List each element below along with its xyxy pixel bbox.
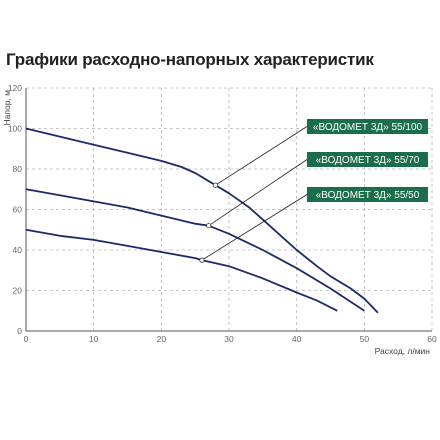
legend-leader-1 xyxy=(215,126,308,186)
x-tick-label: 0 xyxy=(24,334,29,344)
y-tick-label: 40 xyxy=(13,245,23,255)
legend-box-3 xyxy=(307,187,428,202)
series-line-3 xyxy=(25,228,338,312)
x-tick-label: 20 xyxy=(157,334,167,344)
legend-label-1: «ВОДОМЕТ 3Д» 55/100 xyxy=(313,122,423,133)
legend-box-1 xyxy=(307,119,428,134)
x-tick-label: 50 xyxy=(360,334,370,344)
series-line-2 xyxy=(25,188,365,312)
legend-leaders xyxy=(199,126,308,263)
x-tick-label: 10 xyxy=(89,334,99,344)
marker-point xyxy=(206,223,212,229)
chart-title: Графики расходно-напорных характеристик xyxy=(6,50,374,69)
legend-box-2 xyxy=(307,152,428,167)
legend: «ВОДОМЕТ 3Д» 55/100 «ВОДОМЕТ 3Д» 55/70 «ВО… xyxy=(307,119,428,202)
legend-label-2: «ВОДОМЕТ 3Д» 55/70 xyxy=(316,155,420,166)
y-tick-label: 60 xyxy=(13,205,23,215)
x-tick-label: 60 xyxy=(427,334,437,344)
x-axis-label: Расход, л/мин xyxy=(375,346,431,356)
x-tick-label: 30 xyxy=(224,334,234,344)
legend-leader-3 xyxy=(201,194,308,261)
y-tick-label: 0 xyxy=(17,326,22,336)
x-tick-label: 40 xyxy=(292,334,302,344)
legend-leader-2 xyxy=(208,159,308,227)
y-tick-label: 80 xyxy=(13,164,23,174)
grid xyxy=(26,87,433,331)
y-tick-label: 20 xyxy=(13,286,23,296)
tick-labels: 0 10 20 30 40 50 60 0 20 40 60 80 100 120 xyxy=(8,83,437,344)
legend-label-3: «ВОДОМЕТ 3Д» 55/50 xyxy=(316,190,420,201)
y-tick-label: 120 xyxy=(8,83,22,93)
marker-point xyxy=(212,182,219,188)
y-axis-label: Напор, м xyxy=(2,90,12,126)
marker-point xyxy=(199,257,205,263)
y-tick-label: 100 xyxy=(8,124,22,134)
series-lines xyxy=(25,127,379,314)
series-line-1 xyxy=(25,127,379,314)
